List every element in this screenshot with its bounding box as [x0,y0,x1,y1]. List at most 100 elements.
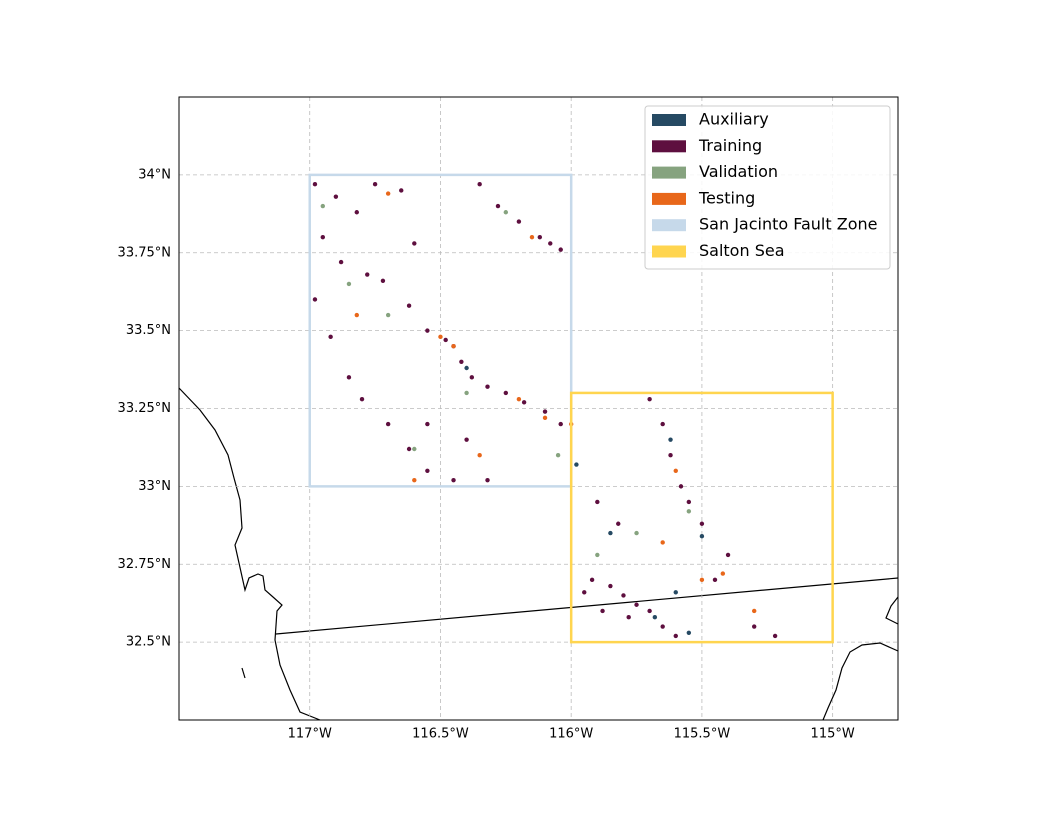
series-points [320,203,692,558]
event-point [385,421,391,427]
event-point [312,297,318,302]
event-point [485,384,490,389]
x-tick-label: 117°W [288,727,332,742]
event-point [516,396,522,402]
event-point [558,247,563,252]
legend-swatch [652,114,686,126]
event-point [725,552,731,558]
event-point [464,365,469,371]
event-point [464,390,469,396]
event-point [752,608,757,614]
legend-label: Training [698,136,762,155]
event-point [477,182,482,187]
y-tick-label: 33.75°N [118,245,171,260]
event-point [464,437,469,442]
event-point [686,499,692,505]
event-point [529,234,535,240]
event-point [354,210,359,215]
event-point [469,375,475,380]
x-tick-label: 116.5°W [412,727,469,742]
coastline-us [178,387,321,721]
event-point [660,540,665,545]
event-point [647,396,652,402]
legend-swatch [652,192,686,205]
event-point [574,462,579,467]
event-point [385,312,391,318]
map-area [178,97,899,721]
event-point [660,624,665,629]
event-point [328,334,333,340]
event-point [699,521,705,526]
event-point [686,509,692,514]
event-point [385,191,391,196]
region-box [569,391,834,644]
island [241,667,246,679]
event-point [438,334,443,340]
event-point [333,194,339,199]
event-point [537,234,543,240]
event-point [634,530,639,536]
event-point [699,577,705,583]
x-tick-label: 116°W [549,727,593,742]
coastline-mexico [822,642,899,721]
event-point [542,415,548,421]
event-point [699,534,705,539]
event-point [600,608,605,614]
event-point [346,281,352,287]
event-point [485,477,490,483]
event-point [621,593,626,598]
event-point [477,453,482,458]
event-point [346,375,352,380]
event-point [320,234,325,240]
event-point [406,446,412,452]
legend-frame [644,105,891,270]
legend-swatch [652,140,686,153]
y-tick-label: 33.5°N [126,323,171,338]
y-tick-label: 33.25°N [118,401,171,416]
event-point [412,477,417,483]
coastline [178,387,899,721]
event-point [608,583,613,589]
event-point [673,633,678,639]
legend-label: Auxiliary [699,110,769,129]
event-point [380,278,386,283]
event-point [516,219,522,224]
event-point [712,577,718,583]
event-point [406,303,412,308]
event-point [365,272,370,277]
coastline-mexico-east [885,596,899,625]
event-point [521,400,527,405]
event-point [425,421,430,427]
event-point [412,241,417,246]
event-point [503,390,509,396]
event-point [555,453,561,458]
event-point [451,344,456,349]
event-point [634,602,639,607]
event-point [616,521,621,526]
legend-label: Testing [698,188,755,207]
event-point [668,437,673,442]
event-point [608,530,613,536]
event-point [542,409,548,414]
series-points [312,182,778,639]
event-point [312,182,318,187]
y-tick-label: 34°N [138,167,171,182]
event-point [495,203,501,209]
event-point [372,182,378,187]
axes-frame [178,96,899,721]
event-point [548,241,553,246]
event-point [412,446,417,452]
event-point [626,615,631,620]
event-point [647,608,652,614]
x-tick-label: 115°W [811,727,855,742]
legend-swatch [652,245,686,258]
event-point [652,615,658,620]
legend-label: Salton Sea [699,241,785,260]
event-point [354,312,359,318]
legend: Auxiliary Training Validation Testing San Ja… [644,105,891,270]
event-point [595,499,600,505]
event-point [660,421,665,427]
event-point [443,337,448,343]
series-points [354,191,757,614]
